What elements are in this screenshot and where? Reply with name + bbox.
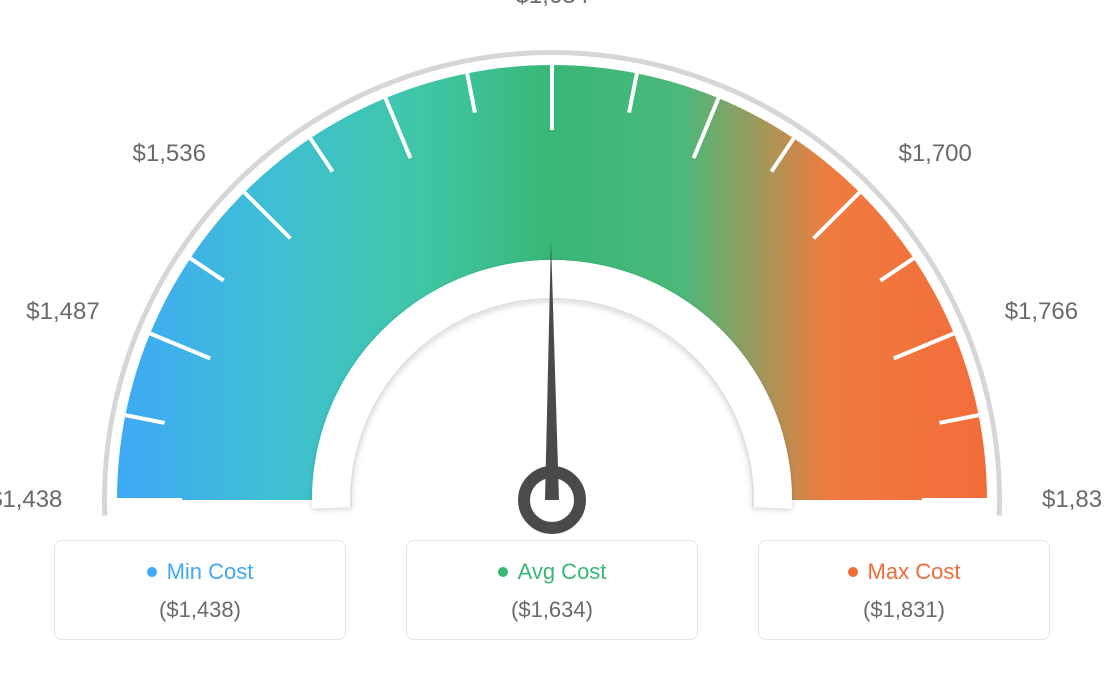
gauge-tick-label: $1,831 [1042,486,1104,514]
gauge-chart: $1,438 $1,487 $1,536 $1,634 $1,700 $1,766 $1,8… [0,0,1104,540]
gauge-tick-label: $1,766 [1005,298,1078,326]
dot-icon [848,567,858,577]
legend-title-text: Min Cost [167,559,254,585]
legend-value-avg: ($1,634) [407,597,697,623]
legend-title-avg: Avg Cost [498,559,607,585]
legend-card-max: Max Cost ($1,831) [758,540,1050,640]
gauge-tick-label: $1,438 [0,486,62,514]
gauge-tick-label: $1,487 [26,298,99,326]
legend-card-avg: Avg Cost ($1,634) [406,540,698,640]
legend-row: Min Cost ($1,438) Avg Cost ($1,634) Max … [0,540,1104,640]
legend-value-max: ($1,831) [759,597,1049,623]
gauge-tick-label: $1,634 [516,0,589,10]
legend-title-min: Min Cost [147,559,254,585]
dot-icon [498,567,508,577]
legend-title-max: Max Cost [848,559,961,585]
legend-title-text: Max Cost [868,559,961,585]
legend-title-text: Avg Cost [518,559,607,585]
dot-icon [147,567,157,577]
gauge-tick-label: $1,700 [898,140,971,168]
legend-value-min: ($1,438) [55,597,345,623]
gauge-tick-label: $1,536 [133,140,206,168]
legend-card-min: Min Cost ($1,438) [54,540,346,640]
gauge-svg [0,0,1104,540]
